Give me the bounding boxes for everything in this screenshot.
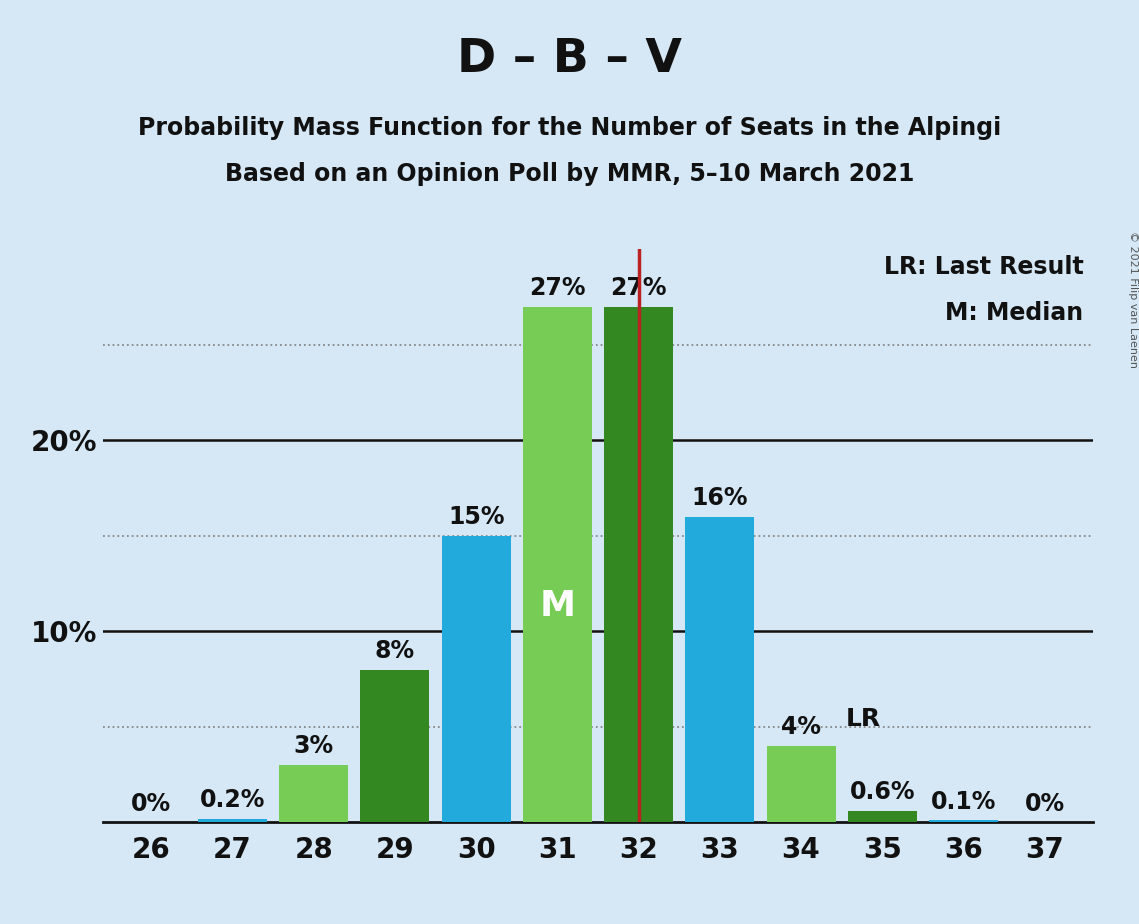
Text: Based on an Opinion Poll by MMR, 5–10 March 2021: Based on an Opinion Poll by MMR, 5–10 Ma… (224, 162, 915, 186)
Bar (523, 307, 592, 822)
Bar (198, 819, 267, 822)
Text: 16%: 16% (691, 486, 748, 510)
Text: 4%: 4% (781, 715, 821, 739)
Text: LR: Last Result: LR: Last Result (884, 255, 1083, 279)
Text: 15%: 15% (448, 505, 505, 529)
Bar (686, 517, 754, 822)
Bar (360, 670, 429, 822)
Bar (929, 821, 998, 822)
Text: 0%: 0% (1025, 792, 1065, 816)
Bar (279, 765, 349, 822)
Text: M: M (540, 589, 575, 623)
Text: LR: LR (846, 707, 880, 731)
Text: Probability Mass Function for the Number of Seats in the Alpingi: Probability Mass Function for the Number… (138, 116, 1001, 140)
Bar (442, 536, 510, 822)
Text: 27%: 27% (611, 276, 666, 300)
Bar (604, 307, 673, 822)
Text: 0.1%: 0.1% (931, 790, 997, 814)
Bar (767, 746, 836, 822)
Text: 0.6%: 0.6% (850, 780, 915, 804)
Bar (847, 811, 917, 822)
Text: M: Median: M: Median (945, 301, 1083, 325)
Text: 0%: 0% (131, 792, 171, 816)
Text: 0.2%: 0.2% (199, 788, 265, 812)
Text: 8%: 8% (375, 638, 415, 663)
Text: 27%: 27% (530, 276, 585, 300)
Text: D – B – V: D – B – V (457, 37, 682, 82)
Text: 3%: 3% (294, 735, 334, 759)
Text: © 2021 Filip van Laenen: © 2021 Filip van Laenen (1129, 231, 1138, 368)
